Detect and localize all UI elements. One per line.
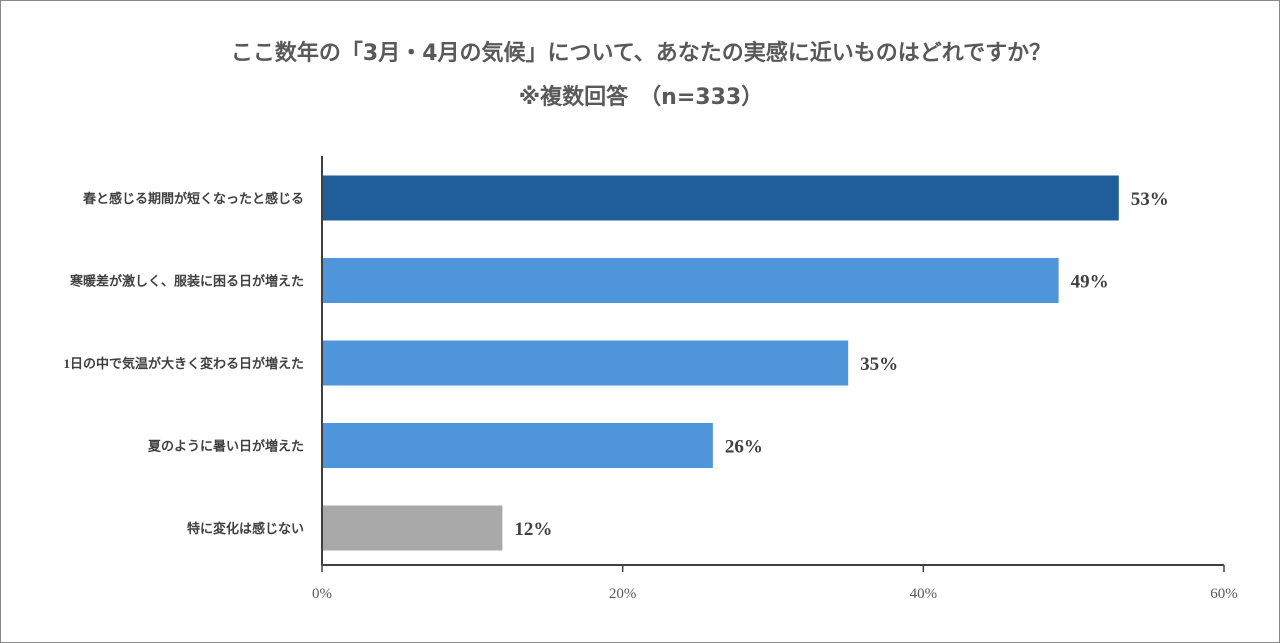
x-tick-label-0: 0%: [312, 586, 332, 602]
category-label-1: 春と感じる期間が短くなったと感じる: [82, 191, 304, 206]
value-label-3: 35%: [860, 354, 898, 375]
category-label-4: 夏のように暑い日が増えた: [147, 439, 304, 454]
category-label-5: 特に変化は感じない: [187, 521, 304, 536]
bar-3: [322, 340, 849, 386]
x-ticks-group: 0% 20% 40% 60%: [312, 565, 1238, 602]
value-label-5: 12%: [514, 519, 552, 540]
bar-1: [322, 175, 1119, 221]
chart-title: ここ数年の「3月・4月の気候」について、あなたの実感に近いものはどれですか？: [230, 41, 1052, 66]
bars-group: [322, 175, 1119, 551]
x-tick-label-60: 60%: [1210, 586, 1238, 602]
value-label-4: 26%: [725, 437, 763, 458]
bar-4: [322, 423, 713, 468]
x-tick-label-40: 40%: [910, 586, 938, 602]
labels-group: 春と感じる期間が短くなったと感じる 53% 寒暖差が激しく、服装に困る日が増えた 49…: [63, 189, 1168, 540]
value-label-2: 49%: [1071, 272, 1109, 293]
category-label-2: 寒暖差が激しく、服装に困る日が増えた: [69, 274, 304, 289]
x-tick-label-20: 20%: [609, 586, 637, 602]
category-label-3: 1日の中で気温が大きく変わる日が増えた: [63, 356, 304, 371]
value-label-1: 53%: [1131, 189, 1169, 210]
bar-5: [322, 505, 503, 551]
bar-2: [322, 258, 1059, 303]
chart-subtitle: ※複数回答 （n=333）: [518, 85, 764, 110]
